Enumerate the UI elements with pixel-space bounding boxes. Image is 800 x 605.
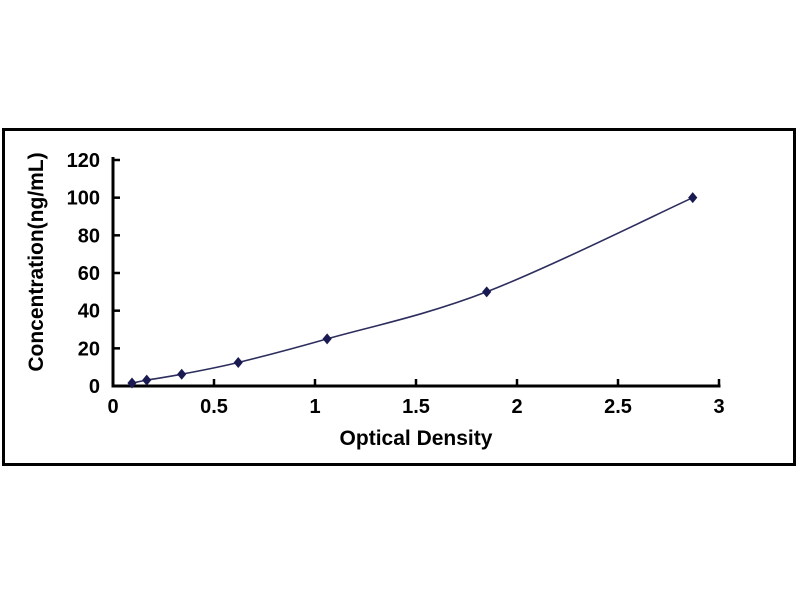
x-tick-label: 2 — [511, 396, 522, 418]
y-tick-label: 100 — [67, 188, 100, 210]
data-point-marker — [322, 333, 332, 345]
data-point-marker — [127, 377, 137, 389]
y-tick-label: 40 — [78, 301, 100, 323]
data-point-marker — [142, 374, 152, 386]
standard-curve-line — [131, 196, 694, 384]
x-tick-label: 3 — [713, 396, 724, 418]
x-tick-label: 0.5 — [200, 396, 228, 418]
y-tick-label: 60 — [78, 263, 100, 285]
data-point-marker — [688, 192, 698, 204]
x-tick-label: 1 — [309, 396, 320, 418]
x-axis-title: Optical Density — [340, 427, 493, 450]
y-tick-label: 120 — [67, 150, 100, 172]
chart-frame — [2, 128, 796, 466]
y-tick-label: 20 — [78, 338, 100, 360]
y-tick-label: 80 — [78, 225, 100, 247]
x-tick-label: 0 — [107, 396, 118, 418]
y-tick-label: 0 — [89, 376, 100, 398]
series-standard-curve — [127, 192, 698, 389]
x-tick-label: 1.5 — [402, 396, 430, 418]
data-point-marker — [482, 286, 492, 298]
data-point-marker — [177, 368, 187, 380]
data-point-marker — [233, 356, 243, 368]
y-axis-title: Concentration(ng/mL) — [25, 152, 48, 371]
axes: 0 20 40 60 80 100 120 0 0.5 1 1.5 2 2.5 3 — [67, 150, 725, 418]
x-tick-label: 2.5 — [604, 396, 632, 418]
